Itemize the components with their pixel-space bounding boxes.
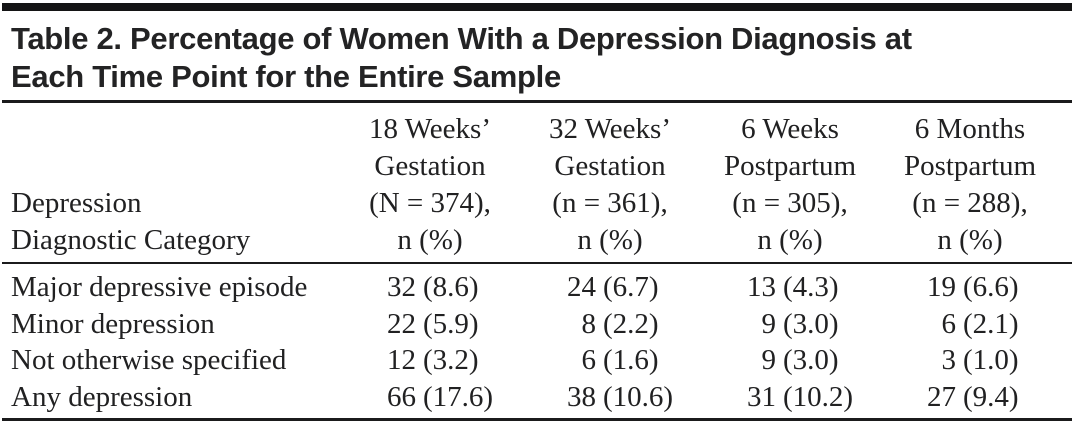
column-header-line: 6 Months [914,112,1026,145]
column-header-6-months-postpartum: 6 Months Postpartum (n = 288), n (%) [880,111,1060,259]
row-label: Minor depression [11,307,215,340]
value-pct: (17.6) [423,380,494,413]
value-n: 9 [761,344,777,376]
table-body: Major depressive episode 32 (8.6) 24 (6.7)… [0,264,1081,418]
value-n: 31 [747,380,776,413]
value-cell: 9 (3.0) [700,342,880,379]
value-cell: 12 (3.2) [340,342,520,379]
row-label: Major depressive episode [11,271,308,303]
value-cell: 3 (1.0) [880,342,1060,379]
column-header-6-weeks-postpartum: 6 Weeks Postpartum (n = 305), n (%) [700,111,880,259]
value-n: 66 [387,380,416,413]
value-cell: 32 (8.6) [340,269,520,306]
value-n: 32 [387,271,416,303]
value-pct: (2.1) [963,307,1019,340]
table-title: Table 2. Percentage of Women With a Depr… [11,20,1067,96]
column-header-line: n (%) [757,223,823,256]
column-header-line: Gestation [554,149,666,182]
value-cell: 24 (6.7) [520,269,700,306]
top-rule-thick [2,3,1072,11]
value-pct: (1.0) [963,344,1019,376]
value-cell: 6 (2.1) [880,306,1060,343]
column-header-line: n (%) [937,223,1003,256]
value-cell: 8 (2.2) [520,306,700,343]
column-header-18-weeks-gestation: 18 Weeks’ Gestation (N = 374), n (%) [340,111,520,259]
bottom-rule [2,418,1072,421]
value-pct: (5.9) [423,307,479,340]
rule-under-header [2,261,1072,264]
value-n: 8 [581,307,597,340]
value-cell: 6 (1.6) [520,342,700,379]
value-cell: 38 (10.6) [520,379,700,416]
value-pct: (2.2) [603,307,659,340]
column-header-line: (n = 305), [732,186,848,219]
table-title-line-1: Table 2. Percentage of Women With a Depr… [11,21,912,56]
column-header-category: Depression Diagnostic Category [0,185,340,259]
row-label: Not otherwise specified [11,344,287,376]
column-header-category-line: Depression [11,186,142,219]
value-cell: 66 (17.6) [340,379,520,416]
column-header-line: (N = 374), [369,186,491,219]
value-pct: (3.0) [783,307,839,340]
value-pct: (1.6) [603,344,659,376]
column-header-line: 32 Weeks’ [549,112,671,145]
value-n: 27 [927,380,956,413]
column-header-line: (n = 288), [912,186,1028,219]
column-header-line: n (%) [577,223,643,256]
value-cell: 22 (5.9) [340,306,520,343]
column-header-line: 18 Weeks’ [369,112,491,145]
value-pct: (6.6) [963,271,1019,303]
value-pct: (3.0) [783,344,839,376]
value-n: 3 [941,344,957,376]
value-pct: (10.2) [783,380,854,413]
column-header-line: Postpartum [723,149,857,182]
table-row: Not otherwise specified 12 (3.2) 6 (1.6) 9… [0,342,1081,379]
column-header-32-weeks-gestation: 32 Weeks’ Gestation (n = 361), n (%) [520,111,700,259]
value-n: 38 [567,380,596,413]
value-cell: 27 (9.4) [880,379,1060,416]
table-row: Major depressive episode 32 (8.6) 24 (6.7)… [0,269,1081,306]
column-header-line: 6 Weeks [741,112,839,145]
value-n: 12 [387,344,416,376]
value-pct: (9.4) [963,380,1019,413]
value-pct: (6.7) [603,271,659,303]
column-header-line: Gestation [374,149,486,182]
value-pct: (8.6) [423,271,479,303]
rule-under-title [2,100,1072,103]
value-n: 24 [567,271,596,303]
value-cell: 9 (3.0) [700,306,880,343]
value-n: 13 [747,271,776,303]
value-n: 9 [761,307,777,340]
value-cell: 31 (10.2) [700,379,880,416]
value-n: 19 [927,271,956,303]
value-n: 22 [387,307,416,340]
value-pct: (3.2) [423,344,479,376]
column-header-line: (n = 361), [552,186,668,219]
value-n: 6 [581,344,597,376]
column-header-line: n (%) [397,223,463,256]
table-row: Minor depression 22 (5.9) 8 (2.2) 9 (3.0) 6… [0,306,1081,343]
value-n: 6 [941,307,957,340]
table-row: Any depression 66 (17.6) 38 (10.6) 31 (10.2… [0,379,1081,416]
column-header-line: Postpartum [903,149,1037,182]
table-header-row: Depression Diagnostic Category 18 Weeks’… [0,103,1081,262]
value-cell: 13 (4.3) [700,269,880,306]
value-pct: (4.3) [783,271,839,303]
column-header-category-line: Diagnostic Category [11,223,251,256]
value-cell: 19 (6.6) [880,269,1060,306]
row-label: Any depression [11,380,193,413]
value-pct: (10.6) [603,380,674,413]
table-title-line-2: Each Time Point for the Entire Sample [11,59,561,94]
